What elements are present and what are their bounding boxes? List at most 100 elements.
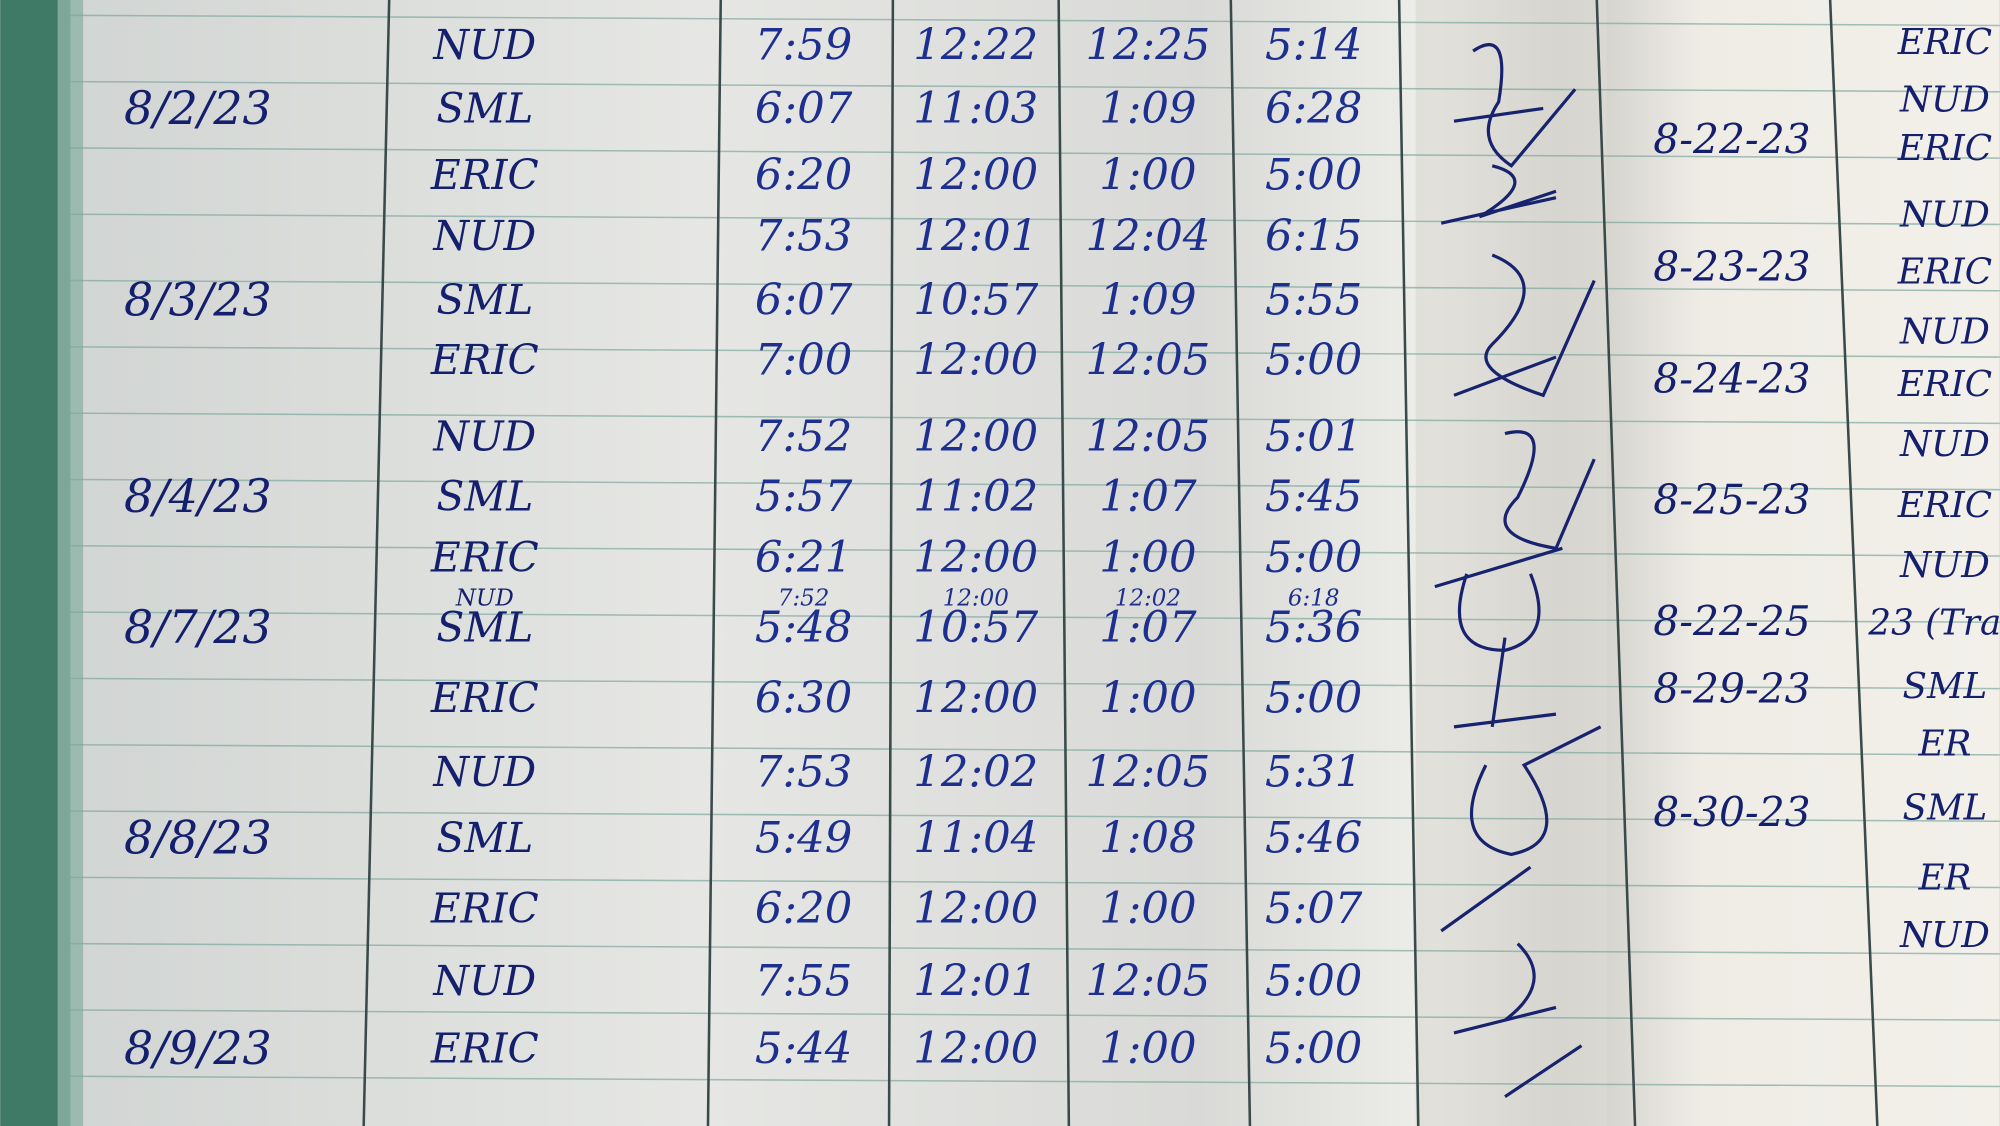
rule-line [70,478,2000,491]
employee-name: NUD [455,585,514,611]
time-entry: 12:05 [1085,335,1210,385]
employee-name: NUD [432,957,536,1005]
date: 8-22-25 [1653,597,1810,645]
employee-name: NUD [1899,80,1990,121]
employee-name: NUD [1899,194,1990,235]
date: 8-22-23 [1653,115,1810,163]
time-entry: 5:57 [755,472,853,522]
employee-name: SML [1903,787,1988,828]
time-entry: 7:55 [755,956,852,1006]
employee-name: SML [436,472,533,520]
time-entry: 6:20 [755,884,852,934]
time-entry: 12:05 [1085,412,1210,462]
time-entry: 1:08 [1099,814,1196,864]
time-entry: 11:03 [913,84,1038,134]
time-entry: 6:07 [755,84,853,134]
employee-name: ERIC [1897,22,1992,63]
time-entry: 12:00 [913,673,1038,723]
date: 8-30-23 [1653,789,1810,837]
time-entry: 12:01 [913,956,1038,1006]
rule-line [70,810,2000,822]
rule-line [70,677,2000,690]
signature [1453,573,1557,729]
time-entry: 6:15 [1265,212,1362,262]
rule-line [70,1009,2000,1021]
time-entry: 5:00 [1265,1024,1362,1074]
date: 8-29-23 [1653,665,1810,713]
time-entry: 1:07 [1099,603,1197,653]
rule-line [70,876,2000,889]
employee-name: NUD [432,212,536,260]
column-line [1595,0,1637,1126]
column-line [706,0,723,1126]
time-entry: 12:01 [913,212,1038,262]
rule-line [70,14,2000,27]
time-entry: 1:00 [1099,673,1196,723]
time-entry: 10:57 [913,275,1038,325]
time-entry: 7:53 [755,212,852,262]
employee-name: ER [1917,857,1971,898]
time-entry: 5:07 [1265,884,1363,934]
rule-line [70,611,2000,624]
time-entry: 5:49 [755,814,852,864]
time-entry: 5:48 [755,603,852,653]
signature [1440,725,1602,933]
employee-name: ERIC [430,336,539,384]
time-entry: 12:05 [1085,956,1210,1006]
time-entry: 7:52 [755,412,852,462]
date: 8/4/23 [124,469,272,523]
employee-name: ER [1917,723,1971,764]
employee-name: ERIC [430,674,539,722]
rule-line [70,743,2000,756]
time-entry: 12:04 [1085,212,1210,262]
handwriting: NUD 7:59 12:22 12:25 5:14 8/2/23 SML 6:07 11:03 1… [124,20,2000,1075]
time-entry: 7:53 [755,747,852,797]
time-entry: 12:00 [913,412,1038,462]
time-entry: 12:25 [1085,20,1210,70]
rule-line [70,346,2000,358]
signature [1453,253,1596,398]
employee-name: 23 (Trav [1867,602,2000,643]
employee-name: SML [1903,666,1988,707]
time-entry: 12:00 [943,585,1009,611]
employee-name: ERIC [430,151,539,199]
date: 8-25-23 [1653,476,1810,524]
signature [1453,942,1583,1098]
column-line [362,0,391,1126]
column-line [1057,0,1071,1126]
time-entry: 10:57 [913,603,1038,653]
time-entry: 12:00 [913,151,1038,201]
employee-name: NUD [432,412,536,460]
time-entry: 6:18 [1288,585,1340,611]
date: 8/3/23 [124,272,272,326]
time-entry: 5:01 [1265,412,1362,462]
time-entry: 12:02 [1115,585,1181,611]
employee-name: ERIC [1897,364,1992,405]
time-entry: 5:00 [1265,673,1362,723]
time-entry: 12:00 [913,335,1038,385]
employee-name: NUD [1899,424,1990,465]
rule-line [70,213,2000,226]
time-entry: 5:55 [1265,275,1362,325]
time-entry: 12:22 [913,20,1038,70]
rule-line [70,147,2000,159]
column-line [887,0,895,1126]
signatures [1434,43,1602,1098]
employee-name: ERIC [1897,485,1992,526]
date: 8/2/23 [124,81,272,135]
date: 8/9/23 [124,1021,272,1075]
time-entry: 12:05 [1085,747,1210,797]
employee-name: NUD [432,748,536,796]
date: 8-24-23 [1653,355,1810,403]
time-entry: 1:00 [1099,151,1196,201]
time-entry: 5:45 [1265,472,1362,522]
column-line [1397,0,1420,1126]
employee-name: SML [436,604,533,652]
employee-name: ERIC [430,534,539,582]
time-entry: 11:02 [913,472,1038,522]
time-entry: 5:46 [1265,814,1362,864]
employee-name: SML [436,85,533,133]
